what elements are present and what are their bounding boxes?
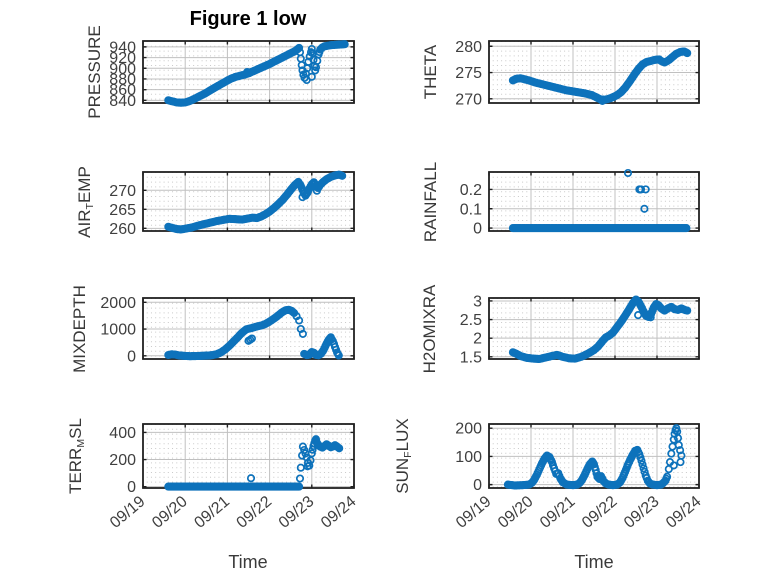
x-tick-label: 09/21 — [191, 493, 233, 532]
ylabel-text: SL — [66, 418, 85, 439]
theta-chart: 270 275 280 — [455, 39, 700, 108]
ylabel-text: MIXDEPTH — [70, 284, 89, 373]
sunflux-ylabel: SUNFLUX — [392, 371, 414, 541]
y-tick-label: 400 — [109, 425, 136, 442]
y-tick-label: 1000 — [100, 322, 136, 339]
y-tick-label: 270 — [455, 91, 482, 108]
h2omixra-ylabel: H2OMIXRA — [419, 244, 441, 414]
ylabel-text: THETA — [421, 44, 440, 100]
ylabel-sub: F — [401, 451, 414, 458]
sunflux-chart: 0 100 200 09/19 09/20 09/21 09/22 09/23 09/24 — [453, 421, 705, 532]
y-tick-label: 900 — [109, 61, 136, 78]
y-tick-label: 1.5 — [460, 349, 482, 366]
ylabel-text: SUN — [393, 457, 412, 494]
x-tick-label: 09/19 — [453, 493, 495, 532]
x-tick-label: 09/19 — [107, 493, 149, 532]
time-axis-label-right: Time — [574, 552, 614, 572]
y-tick-label: 860 — [109, 82, 136, 99]
ylabel-text: TERR — [66, 447, 85, 494]
time-axis-label-left: Time — [228, 552, 268, 572]
y-tick-label: 0 — [473, 221, 482, 238]
rainfall-data-points — [508, 169, 691, 233]
sunflux-data-points — [503, 424, 686, 490]
x-tick-label: 09/20 — [149, 493, 191, 532]
airtemp-chart: 260 265 270 — [109, 170, 355, 238]
x-tick-label: 09/24 — [663, 493, 705, 532]
ylabel-text: LUX — [393, 418, 412, 452]
y-tick-label: 0 — [127, 479, 136, 496]
x-tick-label: 09/23 — [621, 493, 663, 532]
ylabel-text: RAINFALL — [421, 161, 440, 242]
y-tick-label: 275 — [455, 65, 482, 82]
x-tick-label: 09/21 — [537, 493, 579, 532]
x-tick-label: 09/23 — [276, 493, 318, 532]
terrmsl-chart: 0 200 400 09/19 09/20 09/21 09/22 09/23 09/24 — [107, 423, 360, 532]
rainfall-chart: 0 0.1 0.2 — [460, 169, 700, 238]
y-tick-label: 200 — [109, 452, 136, 469]
y-tick-label: 0.1 — [460, 201, 482, 218]
y-tick-label: 265 — [109, 202, 136, 219]
terrmsl-ylabel: TERRMSL — [65, 371, 87, 541]
y-tick-label: 940 — [109, 39, 136, 56]
pressure-data-points — [164, 40, 349, 107]
ylabel-sub: M — [74, 438, 87, 448]
mixdepth-chart: 0 1000 2000 — [100, 295, 355, 365]
x-tick-label: 09/22 — [579, 493, 621, 532]
y-tick-label: 2 — [473, 331, 482, 348]
mixdepth-data-points — [164, 305, 343, 361]
theta-data-points — [508, 47, 692, 105]
y-tick-label: 880 — [109, 71, 136, 88]
ylabel-text: PRESSURE — [85, 25, 104, 119]
h2omixra-data-points — [508, 295, 692, 363]
y-tick-label: 2000 — [100, 295, 136, 312]
y-tick-label: 200 — [455, 421, 482, 438]
y-tick-label: 0.2 — [460, 182, 482, 199]
h2omixra-chart: 1.52 2.5 3 — [460, 293, 700, 366]
x-tick-label: 09/24 — [318, 493, 360, 532]
ylabel-text: H2OMIXRA — [420, 284, 439, 373]
y-tick-label: 3 — [473, 293, 482, 310]
y-tick-label: 270 — [109, 183, 136, 200]
y-tick-label: 920 — [109, 50, 136, 67]
y-tick-label: 0 — [127, 348, 136, 365]
figure-title: Figure 1 low — [189, 8, 307, 30]
y-tick-label: 280 — [455, 39, 482, 56]
y-tick-label: 260 — [109, 221, 136, 238]
ylabel-text: EMP — [75, 165, 94, 203]
y-tick-label: 840 — [109, 93, 136, 110]
terrmsl-data-points — [164, 435, 344, 491]
x-tick-label: 09/20 — [495, 493, 537, 532]
y-tick-label: 0 — [473, 477, 482, 494]
ylabel-sub: T — [83, 202, 96, 209]
airtemp-data-points — [164, 170, 347, 234]
ylabel-text: AIR — [75, 208, 94, 238]
y-tick-label: 100 — [455, 449, 482, 466]
y-tick-label: 2.5 — [460, 312, 482, 329]
x-tick-label: 09/22 — [234, 493, 276, 532]
